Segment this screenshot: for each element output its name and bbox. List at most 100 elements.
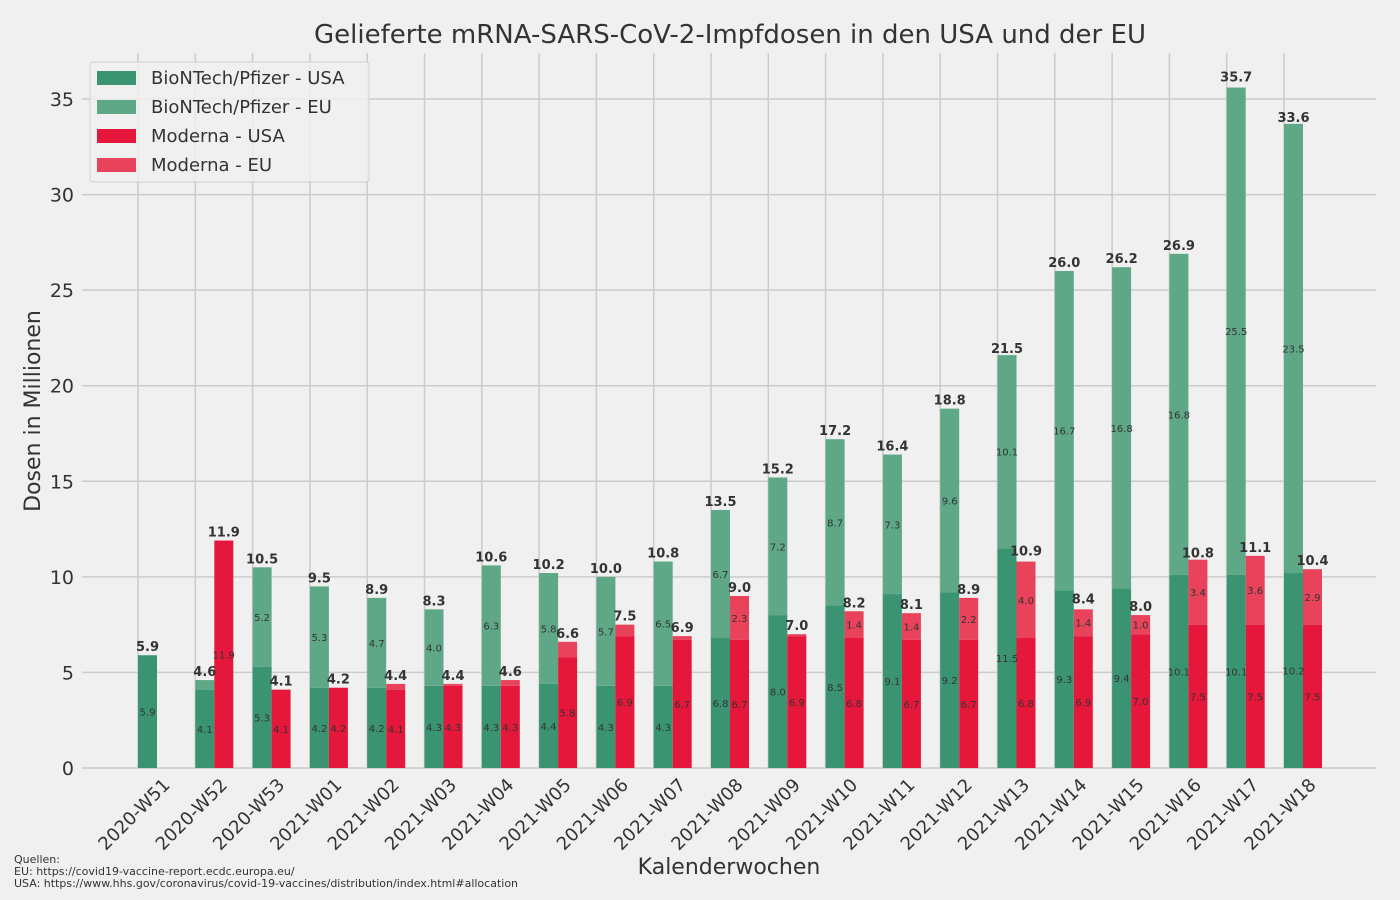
bar-segment bbox=[730, 595, 749, 640]
segment-label: 4.2 bbox=[369, 724, 385, 735]
bar-segment bbox=[367, 597, 387, 688]
segment-label: 4.0 bbox=[426, 644, 442, 655]
bar-segment bbox=[195, 680, 215, 690]
bar-segment bbox=[1226, 574, 1246, 768]
total-label: 16.4 bbox=[876, 440, 908, 455]
segment-label: 2.2 bbox=[961, 615, 977, 626]
bar-segment bbox=[195, 689, 215, 768]
total-label: 10.4 bbox=[1296, 554, 1328, 569]
segment-label: 4.2 bbox=[330, 724, 346, 735]
bar-segment bbox=[481, 685, 501, 768]
y-axis-label: Dosen in Millionen bbox=[21, 310, 46, 512]
segment-label: 1.4 bbox=[903, 623, 919, 634]
bar-segment bbox=[596, 576, 616, 686]
total-label: 6.9 bbox=[671, 621, 694, 636]
chart-title: Gelieferte mRNA-SARS-CoV-2-Impfdosen in … bbox=[314, 20, 1146, 50]
bar-segment bbox=[997, 548, 1017, 768]
segment-label: 5.8 bbox=[560, 709, 576, 720]
bar-segment bbox=[825, 439, 845, 606]
segment-label: 11.9 bbox=[213, 650, 235, 661]
total-label: 10.9 bbox=[1010, 545, 1042, 560]
total-label: 17.2 bbox=[819, 424, 851, 439]
segment-label: 7.5 bbox=[1305, 692, 1321, 703]
segment-label: 2.3 bbox=[732, 614, 748, 625]
total-label: 8.0 bbox=[1129, 600, 1152, 615]
bar-segment bbox=[768, 477, 788, 616]
bar-segment bbox=[711, 509, 730, 639]
bar-segment bbox=[500, 685, 520, 768]
segment-label: 4.1 bbox=[273, 725, 289, 736]
total-label: 10.8 bbox=[1182, 547, 1214, 562]
segment-label: 10.1 bbox=[996, 448, 1018, 459]
segment-label: 4.3 bbox=[502, 723, 518, 734]
segment-label: 5.3 bbox=[311, 633, 327, 644]
bar-segment bbox=[653, 561, 673, 686]
total-label: 10.2 bbox=[533, 558, 565, 573]
bar-segment bbox=[1016, 638, 1036, 768]
segment-label: 4.7 bbox=[369, 639, 385, 650]
bar-segment bbox=[882, 594, 902, 768]
sources-heading: Quellen: bbox=[14, 853, 60, 866]
bar-segment bbox=[596, 685, 616, 768]
segment-label: 10.1 bbox=[1168, 667, 1190, 678]
segment-label: 6.7 bbox=[732, 700, 748, 711]
total-label: 8.9 bbox=[365, 583, 388, 598]
bar-segment bbox=[328, 687, 348, 768]
legend-label: BioNTech/Pfizer - EU bbox=[151, 97, 332, 118]
total-label: 8.2 bbox=[843, 596, 866, 611]
bar-segment bbox=[787, 634, 807, 637]
bar-segment bbox=[1303, 624, 1322, 768]
total-label: 7.0 bbox=[785, 619, 808, 634]
bar-segment bbox=[1112, 588, 1132, 768]
legend-label: Moderna - EU bbox=[151, 155, 272, 176]
total-label: 18.8 bbox=[934, 394, 966, 409]
segment-label: 3.6 bbox=[1247, 586, 1263, 597]
legend-swatch bbox=[97, 158, 136, 172]
bar-segment bbox=[1245, 624, 1265, 768]
segment-label: 1.4 bbox=[1075, 619, 1091, 630]
bar-segment bbox=[214, 540, 234, 768]
segment-label: 7.2 bbox=[770, 542, 786, 553]
segment-label: 4.1 bbox=[388, 725, 404, 736]
bar-segment bbox=[367, 687, 387, 768]
segment-label: 6.8 bbox=[846, 699, 862, 710]
bar-segment bbox=[309, 586, 329, 688]
total-label: 7.5 bbox=[613, 610, 636, 625]
bar-segment bbox=[1073, 636, 1093, 768]
segment-label: 11.5 bbox=[996, 654, 1018, 665]
y-tick-label: 35 bbox=[50, 89, 74, 111]
total-label: 5.9 bbox=[136, 640, 159, 655]
segment-label: 6.7 bbox=[713, 570, 729, 581]
segment-label: 6.8 bbox=[1018, 699, 1034, 710]
total-label: 8.4 bbox=[1072, 592, 1095, 607]
total-label: 4.1 bbox=[270, 675, 293, 690]
bar-segment bbox=[386, 689, 406, 768]
total-label: 13.5 bbox=[704, 495, 736, 510]
segment-label: 6.7 bbox=[903, 700, 919, 711]
bar-segment bbox=[138, 655, 157, 768]
segment-label: 16.8 bbox=[1168, 410, 1190, 421]
total-label: 35.7 bbox=[1220, 71, 1252, 86]
total-label: 8.9 bbox=[957, 583, 980, 598]
x-axis-ticks: 2020-W512020-W522020-W532021-W012021-W02… bbox=[94, 775, 1320, 855]
segment-label: 6.8 bbox=[713, 699, 729, 710]
bar-segment bbox=[615, 636, 635, 768]
bar-segment bbox=[1073, 609, 1093, 637]
segment-label: 23.5 bbox=[1282, 344, 1304, 355]
bar-segment bbox=[558, 641, 578, 658]
bar-segment bbox=[539, 683, 559, 768]
bar-segment bbox=[1226, 87, 1246, 575]
total-label: 26.0 bbox=[1048, 256, 1080, 271]
total-label: 4.2 bbox=[327, 673, 350, 688]
bars bbox=[138, 87, 1322, 768]
bar-segment bbox=[1131, 634, 1151, 768]
bar-segment bbox=[711, 638, 730, 768]
segment-label: 4.3 bbox=[598, 723, 614, 734]
segment-label: 4.4 bbox=[541, 722, 557, 733]
bar-segment bbox=[787, 636, 807, 768]
bar-segment bbox=[730, 639, 749, 768]
segment-label: 4.1 bbox=[197, 725, 213, 736]
segment-label: 7.5 bbox=[1190, 692, 1206, 703]
segment-label: 8.5 bbox=[827, 683, 843, 694]
segment-label: 5.8 bbox=[541, 624, 557, 635]
